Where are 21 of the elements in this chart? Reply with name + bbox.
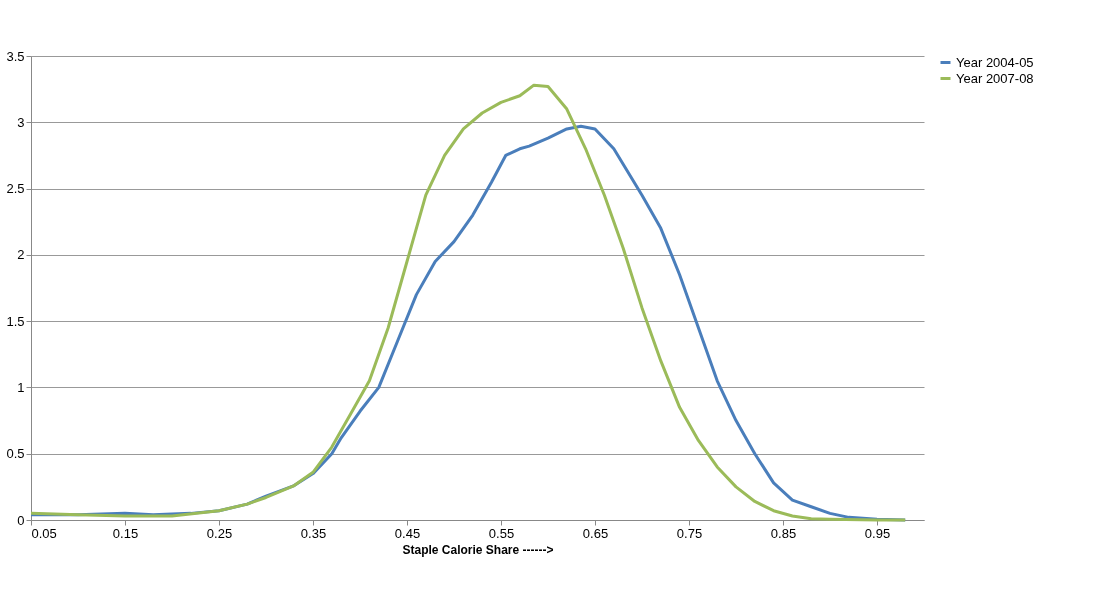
- x-tick-label: 0.95: [864, 525, 891, 541]
- x-tick-label: 0.85: [770, 525, 797, 541]
- x-tick-label: 0.55: [488, 525, 515, 541]
- x-tick-label: 0.75: [676, 525, 703, 541]
- legend-label: Year 2004-05: [956, 54, 1034, 70]
- x-tick-label: 0.35: [300, 525, 327, 541]
- x-tick-label: 0.15: [112, 525, 139, 541]
- x-tick-label: 0.25: [206, 525, 233, 541]
- y-tick-label: 3: [17, 114, 25, 130]
- y-tick-label: 2.5: [6, 181, 25, 197]
- y-tick-label: 0.5: [6, 446, 25, 462]
- y-tick-label: 0: [17, 512, 25, 528]
- x-tick-label: 0.45: [394, 525, 421, 541]
- x-tick-label: 0.65: [582, 525, 609, 541]
- legend-label: Year 2007-08: [956, 70, 1034, 86]
- y-tick-label: 2: [17, 247, 25, 263]
- x-tick-label: 0.05: [31, 525, 57, 541]
- x-axis-title: Staple Calorie Share ------>: [402, 542, 554, 557]
- y-tick-label: 1: [17, 379, 25, 395]
- y-tick-label: 3.5: [6, 48, 25, 64]
- y-tick-label: 1.5: [6, 313, 25, 329]
